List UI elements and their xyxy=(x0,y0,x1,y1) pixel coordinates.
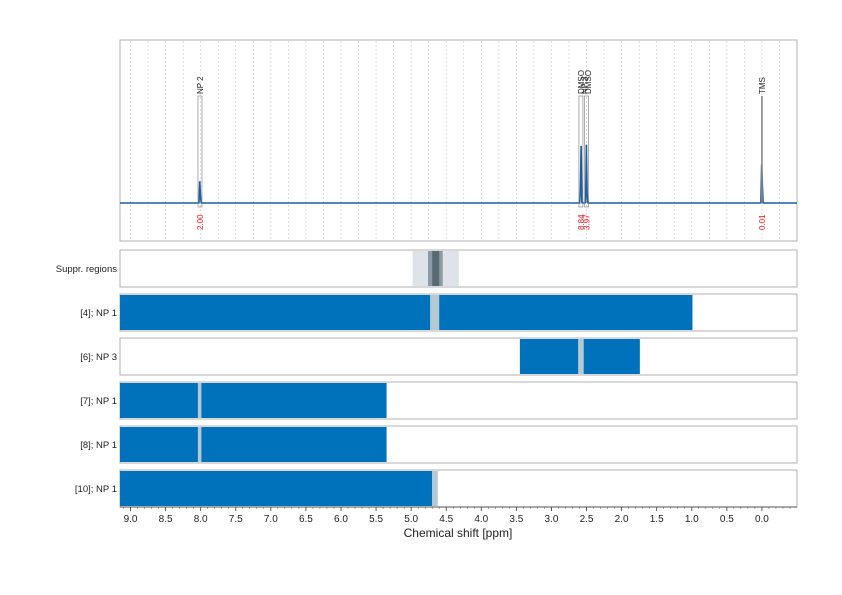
integral-label: 8.84 xyxy=(577,214,586,230)
bar-segment xyxy=(120,471,433,506)
bar-gap xyxy=(197,427,202,462)
bar-rows-panel: Suppr. regions [4]; NP 1 [6]; NP 3 [7]; NP … xyxy=(56,249,798,508)
x-tick-label: 5.0 xyxy=(404,514,418,525)
x-tick-label: 7.0 xyxy=(264,514,278,525)
integral-label: 3.97 xyxy=(583,214,592,230)
peak-label: NP 2 xyxy=(196,76,205,94)
peak-label: DMSO xyxy=(577,70,586,94)
bar-row-label: [10]; NP 1 xyxy=(75,484,117,495)
bar-gap xyxy=(578,339,584,374)
suppr-row-label: Suppr. regions xyxy=(56,264,118,275)
spectrum-line xyxy=(120,144,797,204)
x-tick-label: 4.5 xyxy=(439,514,453,525)
bar-gap xyxy=(430,295,440,330)
x-tick-label: 4.0 xyxy=(474,514,488,525)
x-tick-label: 6.5 xyxy=(299,514,313,525)
peak-label: DMSO xyxy=(584,70,593,94)
x-tick-label: 2.5 xyxy=(580,514,594,525)
x-tick-label: 5.5 xyxy=(369,514,383,525)
peak-box xyxy=(197,95,203,208)
x-axis-title: Chemical shift [ppm] xyxy=(404,526,513,540)
peak-box xyxy=(584,95,589,208)
integral-label: 0.01 xyxy=(758,214,767,230)
x-tick-label: 6.0 xyxy=(334,514,348,525)
integral-label: 2.00 xyxy=(196,214,205,230)
x-tick-label: 1.5 xyxy=(650,514,664,525)
x-tick-label: 8.0 xyxy=(194,514,208,525)
suppr-region xyxy=(432,251,440,286)
bar-gap xyxy=(197,383,202,418)
bar-segment xyxy=(120,295,693,330)
bar-gap xyxy=(432,471,438,506)
peak-label: TMS xyxy=(758,77,767,94)
x-tick-label: 8.5 xyxy=(159,514,173,525)
spectrum-frame xyxy=(119,39,798,242)
x-axis: 9.0 8.5 8.0 7.5 7.0 6.5 6.0 5.5 5.0 4.5 4.0 3.5 3.0 2… xyxy=(120,506,797,525)
x-tick-label: 0.0 xyxy=(755,514,769,525)
bar-row-label: [7]; NP 1 xyxy=(80,396,117,407)
x-tick-label: 2.0 xyxy=(615,514,629,525)
bar-row-label: [8]; NP 1 xyxy=(80,440,117,451)
bar-segment xyxy=(120,383,387,418)
peak-box xyxy=(578,95,584,208)
x-tick-label: 1.0 xyxy=(685,514,699,525)
x-tick-label: 9.0 xyxy=(124,514,138,525)
x-tick-label: 0.5 xyxy=(720,514,734,525)
peak-label: NP 3 xyxy=(580,76,589,94)
x-tick-label: 3.0 xyxy=(545,514,559,525)
bar-row-label: [6]; NP 3 xyxy=(80,352,117,363)
bar-row-frame xyxy=(119,337,798,376)
bar-row-label: [4]; NP 1 xyxy=(80,308,117,319)
x-tick-label: 3.5 xyxy=(509,514,523,525)
bar-segment xyxy=(120,427,387,462)
x-tick-label: 7.5 xyxy=(229,514,243,525)
